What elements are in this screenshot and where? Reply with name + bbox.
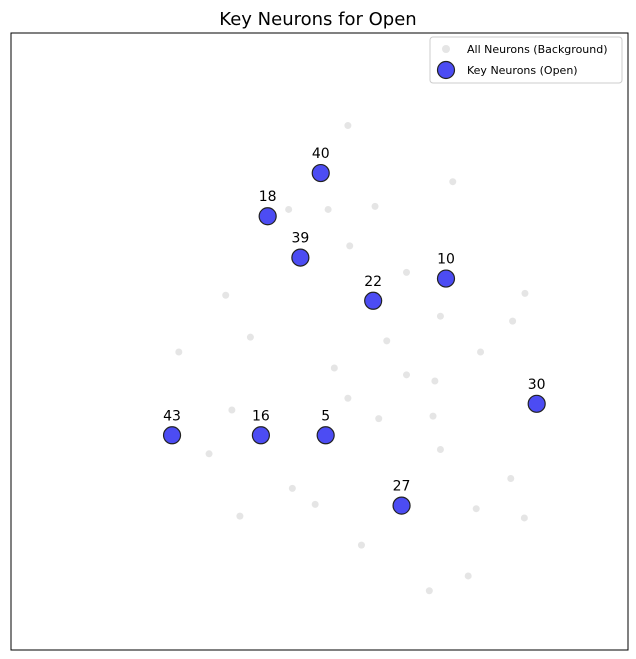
background-neuron-point	[228, 406, 236, 414]
background-neuron-point	[477, 348, 485, 356]
background-neuron-point	[521, 289, 529, 297]
key-neuron-label-30: 30	[528, 377, 546, 393]
plot-frame	[10, 32, 629, 651]
legend-label-key: Key Neurons (Open)	[467, 64, 578, 77]
key-neuron-label-16: 16	[252, 408, 270, 424]
background-neuron-point	[330, 364, 338, 372]
background-neuron-point	[344, 122, 352, 130]
background-neuron-point	[472, 505, 480, 513]
background-neuron-point	[375, 415, 383, 423]
background-neuron-point	[357, 541, 365, 549]
background-neuron-point	[402, 268, 410, 276]
legend-marker-key	[436, 60, 456, 80]
background-neuron-point	[425, 587, 433, 595]
key-neuron-label-43: 43	[163, 408, 181, 424]
background-neuron-point	[383, 337, 391, 345]
legend-label-background: All Neurons (Background)	[467, 43, 608, 56]
key-neuron-label-5: 5	[321, 408, 330, 424]
key-neuron-label-10: 10	[437, 252, 455, 268]
background-neuron-point	[205, 450, 213, 458]
background-neuron-point	[344, 394, 352, 402]
key-neuron-label-39: 39	[291, 231, 309, 247]
chart-title: Key Neurons for Open	[219, 9, 416, 30]
background-neuron-point	[436, 312, 444, 320]
background-neuron-point	[429, 412, 437, 420]
key-neuron-label-40: 40	[312, 146, 330, 162]
legend-marker-background	[442, 45, 450, 53]
background-neuron-point	[449, 178, 457, 186]
background-neuron-point	[509, 317, 517, 325]
key-neuron-label-27: 27	[393, 479, 411, 495]
key-neuron-point-30	[527, 394, 546, 413]
background-neuron-point	[311, 500, 319, 508]
key-points-group	[162, 163, 546, 515]
key-neuron-point-27	[392, 496, 411, 515]
key-neuron-point-16	[251, 426, 270, 445]
background-neuron-point	[431, 377, 439, 385]
key-neuron-point-18	[258, 207, 277, 226]
background-neuron-point	[175, 348, 183, 356]
background-points-group	[175, 122, 529, 595]
background-neuron-point	[346, 242, 354, 250]
background-neuron-point	[520, 514, 528, 522]
key-neuron-point-5	[316, 426, 335, 445]
key-neuron-point-39	[291, 248, 310, 267]
background-neuron-point	[246, 333, 254, 341]
key-neuron-label-22: 22	[364, 274, 382, 290]
background-neuron-point	[402, 371, 410, 379]
background-neuron-point	[324, 205, 332, 213]
legend-box	[429, 36, 623, 84]
background-neuron-point	[371, 202, 379, 210]
key-neuron-point-43	[162, 426, 182, 445]
background-neuron-point	[285, 205, 293, 213]
key-labels-group: 40 18 39 10 22 30 43 16 5 27	[163, 146, 545, 495]
key-neuron-label-18: 18	[259, 189, 277, 205]
key-neuron-point-10	[436, 269, 456, 288]
key-neuron-point-22	[364, 291, 383, 310]
background-neuron-point	[236, 512, 244, 520]
background-neuron-point	[507, 474, 515, 482]
background-neuron-point	[436, 445, 444, 453]
key-neuron-point-40	[311, 163, 330, 183]
legend: All Neurons (Background) Key Neurons (Op…	[429, 36, 623, 84]
background-neuron-point	[288, 484, 296, 492]
background-neuron-point	[222, 291, 230, 299]
background-neuron-point	[464, 572, 472, 580]
